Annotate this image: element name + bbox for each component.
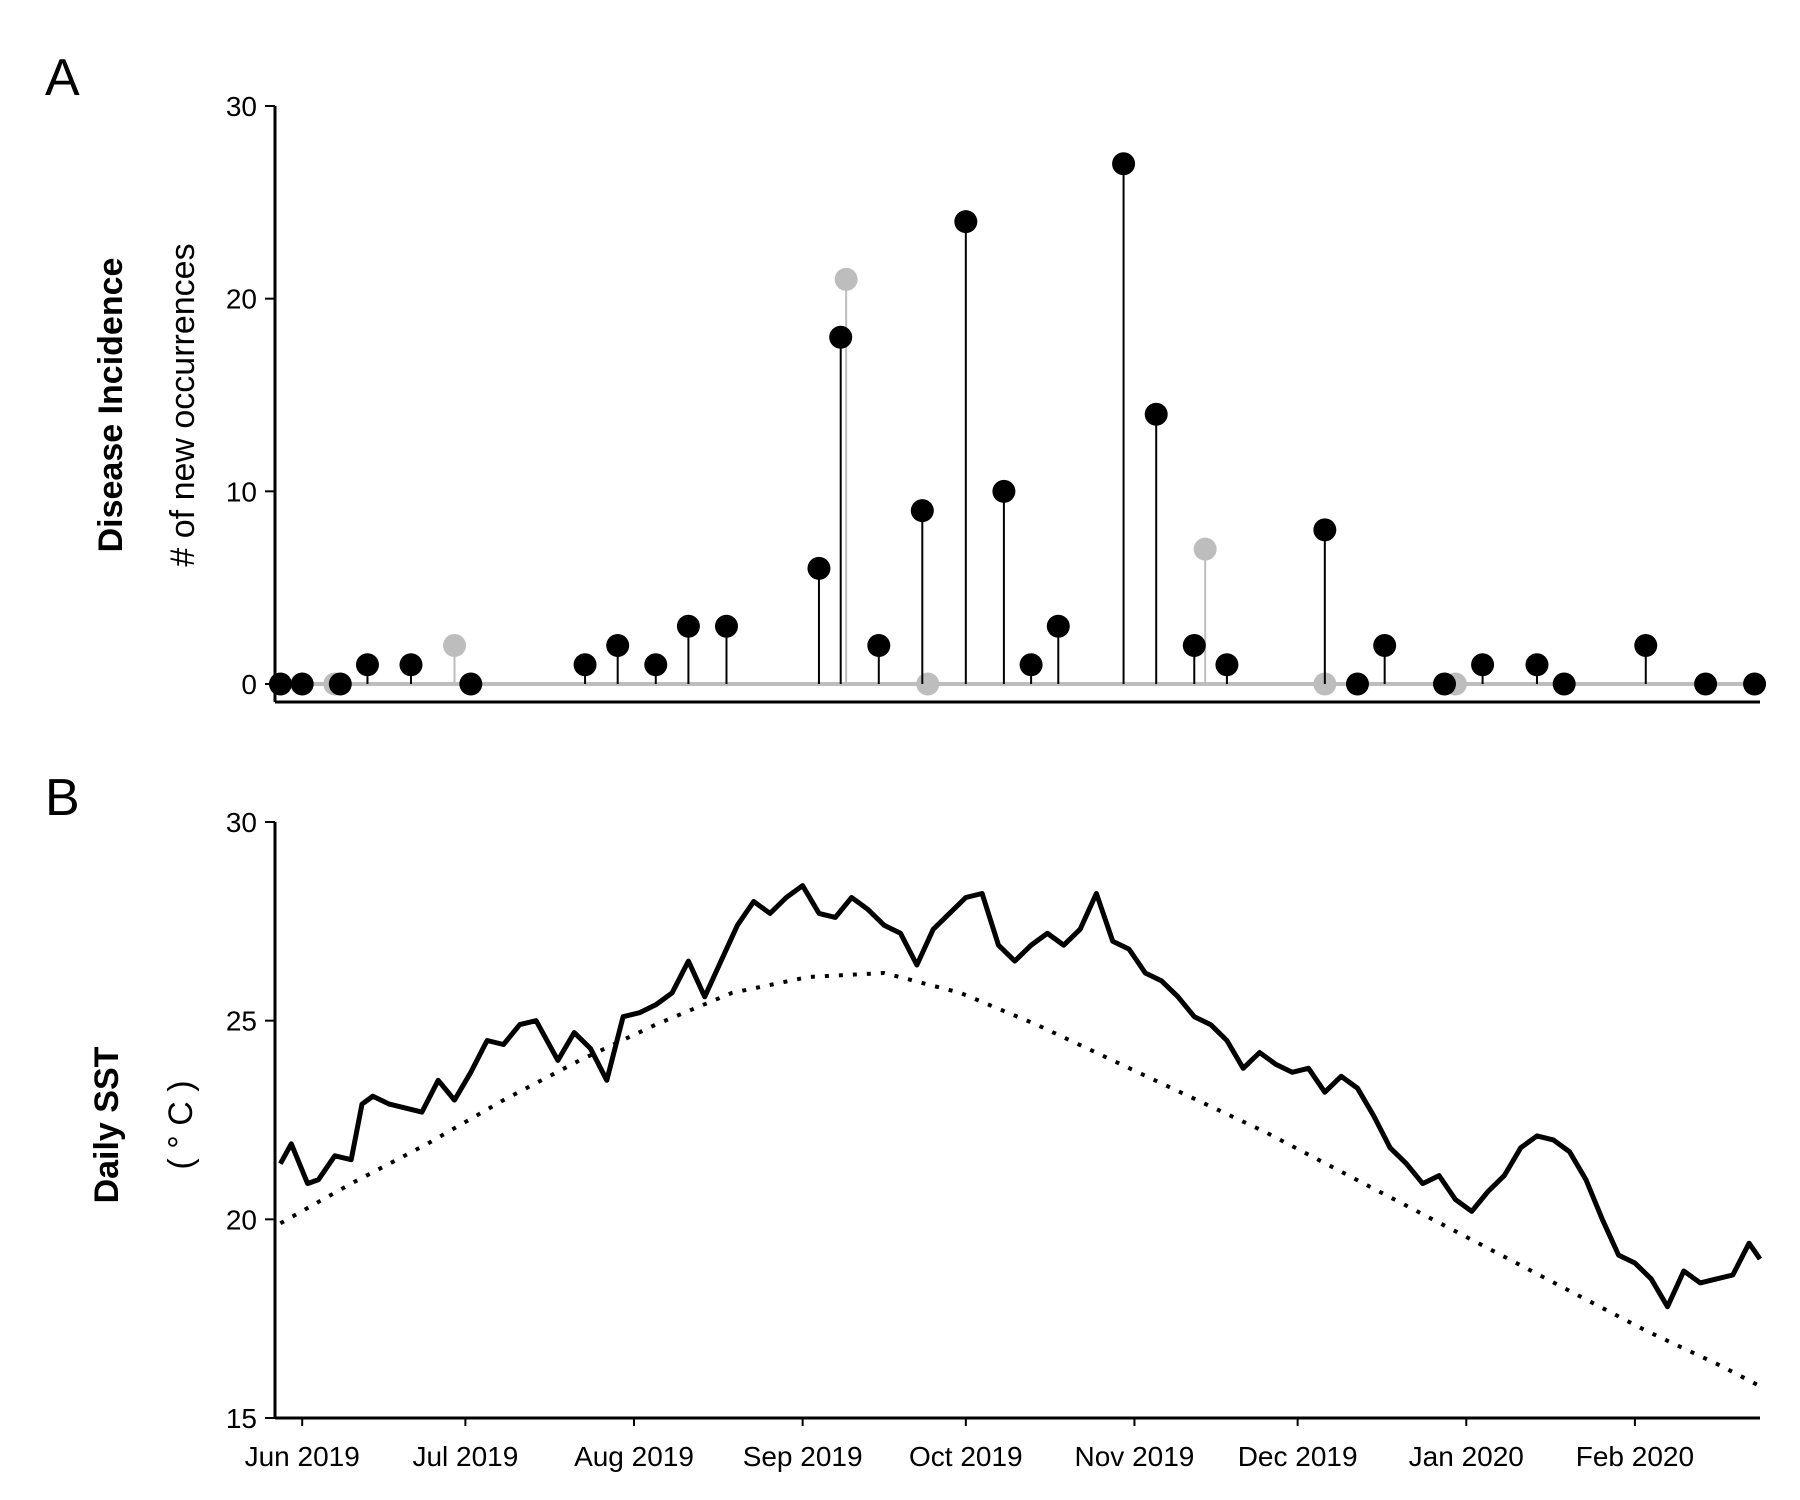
sst-line (278, 883, 1763, 1310)
lollipop-point (355, 653, 379, 677)
lollipop-point (829, 325, 853, 349)
lollipop-point (1634, 633, 1658, 657)
lollipop-point (1552, 672, 1576, 696)
climatology-line (279, 971, 1761, 1388)
lollipop-point (1694, 672, 1718, 696)
x-tick-label: Sep 2019 (743, 1441, 863, 1472)
panel-b-axes: 15 20 25 30 Jun 2019 Jul 2019 Aug 2019 Sep 2019… (226, 807, 1760, 1472)
y-tick-label: 10 (226, 476, 257, 507)
x-tick-label: Aug 2019 (574, 1441, 694, 1472)
lollipop-point (1345, 672, 1369, 696)
panel-b-marks (278, 883, 1763, 1388)
x-tick-label: Jan 2020 (1409, 1441, 1524, 1472)
lollipop-point (1144, 402, 1168, 426)
lollipop-point (1112, 152, 1136, 176)
lollipop-point (644, 653, 668, 677)
x-tick-label: Jul 2019 (412, 1441, 518, 1472)
x-tick-label: Feb 2020 (1576, 1441, 1694, 1472)
lollipop-point (1471, 653, 1495, 677)
panel-a-axes: 0 10 20 30 (226, 91, 1760, 704)
y-tick-label: 0 (241, 669, 257, 700)
lollipop-point (1182, 633, 1206, 657)
panel-a-ylabel-sub: # of new occurrences (164, 243, 202, 566)
lollipop-point (1743, 672, 1767, 696)
lollipop-point (867, 633, 891, 657)
lollipop-point (459, 672, 483, 696)
y-tick-label: 30 (226, 807, 257, 838)
lollipop-point (1525, 653, 1549, 677)
y-tick-label: 20 (226, 284, 257, 315)
lollipop-point (328, 672, 352, 696)
panel-b-letter: B (45, 769, 80, 827)
lollipop-point (290, 672, 314, 696)
lollipop-point (834, 267, 858, 291)
lollipop-point (573, 653, 597, 677)
x-tick-label: Dec 2019 (1238, 1441, 1358, 1472)
y-tick-label: 15 (226, 1403, 257, 1434)
panel-b-ylabel-sub: ( ° C ) (162, 1080, 200, 1169)
lollipop-point (910, 499, 934, 523)
lollipop-point (807, 556, 831, 580)
panel-a-ylabel: Disease Incidence (92, 258, 130, 553)
y-tick-label: 30 (226, 91, 257, 122)
lollipop-point (1019, 653, 1043, 677)
y-tick-label: 20 (226, 1204, 257, 1235)
x-tick-label: Oct 2019 (909, 1441, 1023, 1472)
x-tick-label: Jun 2019 (245, 1441, 360, 1472)
y-tick-label: 25 (226, 1006, 257, 1037)
panel-a-marks (268, 152, 1767, 696)
lollipop-point (1433, 672, 1457, 696)
lollipop-point (1046, 614, 1070, 638)
lollipop-point (399, 653, 423, 677)
lollipop-point (443, 633, 467, 657)
lollipop-point (1193, 537, 1217, 561)
lollipop-point (1313, 518, 1337, 542)
panel-a: A Disease Incidence # of new occurrences… (45, 49, 1767, 704)
lollipop-point (676, 614, 700, 638)
lollipop-point (992, 479, 1016, 503)
lollipop-point (714, 614, 738, 638)
lollipop-point (1215, 653, 1239, 677)
lollipop-point (954, 210, 978, 234)
lollipop-point (916, 672, 940, 696)
lollipop-point (606, 633, 630, 657)
panel-a-letter: A (45, 49, 80, 107)
panel-b: B Daily SST ( ° C ) 15 20 25 30 Jun 2019 Jul … (45, 769, 1763, 1472)
panel-b-ylabel: Daily SST (88, 1046, 126, 1203)
lollipop-point (268, 672, 292, 696)
lollipop-point (1373, 633, 1397, 657)
x-tick-label: Nov 2019 (1075, 1441, 1195, 1472)
